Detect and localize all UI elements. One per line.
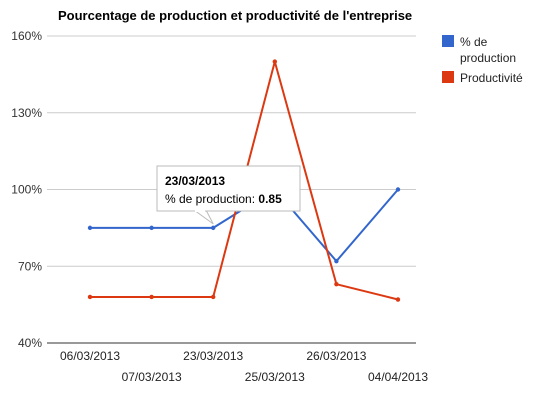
y-tick-label: 40%	[18, 336, 42, 350]
data-point	[87, 225, 93, 231]
tooltip-pointer	[192, 209, 214, 225]
y-tick-label: 70%	[18, 259, 42, 273]
legend: % de production Productivité	[442, 35, 523, 85]
x-axis: 06/03/201307/03/201323/03/201325/03/2013…	[60, 349, 428, 384]
legend-label-line: Productivité	[460, 71, 523, 85]
x-tick-label: 06/03/2013	[60, 349, 120, 363]
data-point	[149, 294, 154, 300]
y-tick-label: 160%	[11, 29, 42, 43]
data-point	[334, 281, 339, 287]
data-point	[211, 294, 216, 300]
data-point	[149, 225, 154, 231]
legend-label: Productivité	[460, 71, 523, 85]
tooltip: 23/03/2013 % de production: 0.85	[156, 165, 301, 225]
legend-item: % de production	[442, 35, 516, 65]
y-tick-label: 100%	[11, 183, 42, 197]
legend-label-line: % de	[460, 35, 488, 49]
data-point	[395, 297, 401, 302]
tooltip-series-label: % de production:	[165, 192, 258, 206]
tooltip-text: % de production: 0.85	[165, 192, 282, 206]
legend-item: Productivité	[442, 71, 523, 85]
x-tick-label: 25/03/2013	[245, 370, 305, 384]
legend-label-line: production	[460, 51, 516, 65]
x-tick-label: 23/03/2013	[183, 349, 243, 363]
tooltip-box	[156, 165, 301, 212]
data-point	[395, 187, 401, 192]
legend-label: % de production	[460, 35, 516, 65]
data-point	[87, 294, 93, 300]
data-point	[211, 225, 216, 231]
x-tick-label: 26/03/2013	[306, 349, 366, 363]
y-axis: 40% 70% 100% 130% 160%	[11, 29, 42, 350]
data-point	[334, 258, 339, 264]
tooltip-title: 23/03/2013	[165, 174, 225, 188]
x-tick-label: 07/03/2013	[122, 370, 182, 384]
legend-swatch	[442, 35, 454, 47]
x-tick-label: 04/04/2013	[368, 370, 428, 384]
tooltip-value: 0.85	[258, 192, 282, 206]
legend-swatch	[442, 71, 454, 83]
data-point	[272, 59, 277, 64]
y-tick-label: 130%	[11, 106, 42, 120]
chart-title: Pourcentage de production et productivit…	[58, 8, 412, 23]
